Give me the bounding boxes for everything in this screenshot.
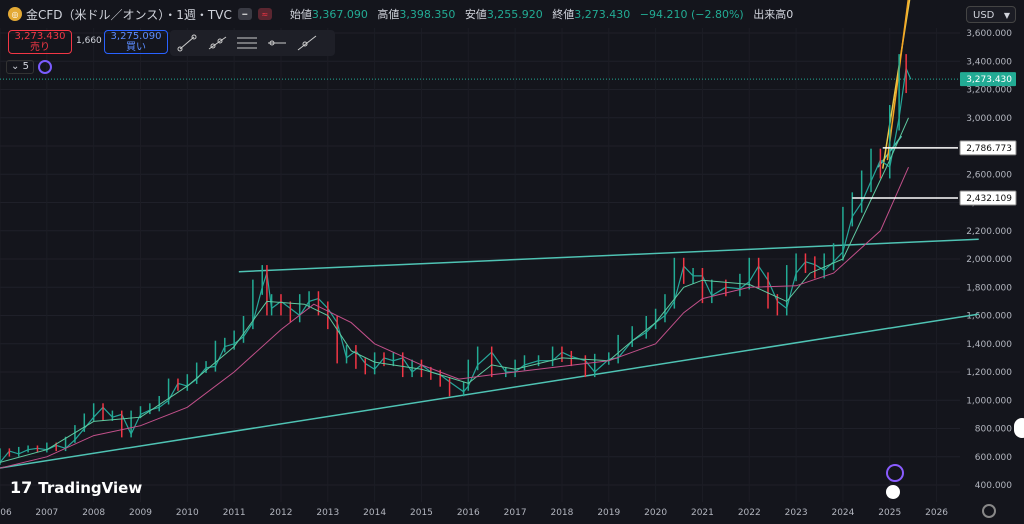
level-label: 2,786.773 [966,144,1012,154]
ray-tool-icon[interactable] [204,33,230,53]
buy-button[interactable]: 3,275.090 買い [104,30,168,54]
scroll-handle[interactable] [1014,418,1024,438]
flag-icon[interactable] [886,485,900,499]
last-price-box [960,72,1016,87]
x-tick-label: 2011 [223,508,246,518]
trendline [0,313,979,469]
x-tick-label: 2020 [644,508,667,518]
y-tick-label: 3,200.000 [966,86,1012,96]
level-label-box [959,140,1017,156]
y-tick-label: 1,200.000 [966,368,1012,378]
y-tick-label: 1,800.000 [966,283,1012,293]
x-tick-label: 2010 [176,508,199,518]
x-tick-label: 2025 [878,508,901,518]
indicator-settings-icon[interactable] [38,60,52,74]
y-tick-label: 1,000.000 [966,396,1012,406]
trendline [238,238,979,273]
parallel-channel-tool-icon[interactable] [234,33,260,53]
extended-line-tool-icon[interactable] [294,33,320,53]
y-tick-label: 3,000.000 [966,114,1012,124]
series-line-ma_slow [0,166,909,469]
series-line-price [0,66,912,463]
y-axis: 3,600.0003,400.0003,200.0003,000.0002,80… [966,29,1012,491]
x-tick-label: 06 [0,508,12,518]
sell-button[interactable]: 3,273.430 売り [8,30,72,54]
symbol-title[interactable]: 金CFD（米ドル／オンス）・1週・TVC [26,7,232,22]
volume-value: 出来高0 [753,8,794,21]
brand-name: TradingView [38,478,143,497]
close-value: 3,273.430 [574,8,631,21]
ohlc-readout: 始値3,367.090 高値3,398.350 安値3,255.920 終値3,… [290,6,793,22]
trendline-tool-icon[interactable] [174,33,200,53]
open-label: 始値 [289,8,312,21]
low-value: 3,255.920 [486,8,543,21]
x-tick-label: 2021 [691,508,714,518]
close-label: 終値 [552,8,575,21]
y-tick-label: 2,000.000 [966,255,1012,265]
currency-select[interactable]: USD ▼ [966,6,1016,23]
drawing-toolbar [170,30,335,56]
x-tick-label: 2023 [785,508,808,518]
y-tick-label: 600.000 [975,453,1012,463]
horizontal-levels: 2,786.773 2,432.109 3,273.430 [852,72,1017,206]
x-tick-label: 2007 [35,508,58,518]
series-line-ma_fast [0,117,909,463]
y-tick-label: 2,600.000 [966,170,1012,180]
indicator-toggle[interactable]: ⌄ 5 [6,60,34,74]
closed-status-icon[interactable]: ≈ [257,8,272,20]
horizontal-line-tool-icon[interactable] [264,33,290,53]
change-value: −94.210 (−2.80%) [639,8,744,21]
open-value: 3,367.090 [311,8,368,21]
gear-icon[interactable] [982,504,996,518]
buy-price: 3,275.090 [110,31,162,42]
x-tick-label: 2012 [270,508,293,518]
series-lines [0,54,912,469]
x-tick-label: 2014 [363,508,386,518]
high-label: 高値 [377,8,400,21]
y-tick-label: 3,600.000 [966,29,1012,39]
sell-price: 3,273.430 [14,31,66,42]
indicator-count: 5 [22,61,29,72]
tv-mark-icon: 17 [10,478,33,497]
y-tick-label: 2,200.000 [966,227,1012,237]
symbol-header: ◎ 金CFD（米ドル／オンス）・1週・TVC ━ ≈ 始値3,367.090 高… [0,0,1024,28]
level-label-box [959,190,1017,206]
x-tick-label: 2019 [597,508,620,518]
sell-label: 売り [30,42,50,53]
y-tick-label: 800.000 [975,425,1012,435]
level-label: 2,432.109 [966,194,1012,204]
buy-label: 買い [126,42,146,53]
y-tick-label: 400.000 [975,481,1012,491]
high-value: 3,398.350 [399,8,456,21]
x-tick-label: 2016 [457,508,480,518]
x-tick-label: 2015 [410,508,433,518]
steep-trendline [886,0,909,161]
y-tick-label: 3,400.000 [966,57,1012,67]
tradingview-logo: 17 TradingView [10,478,142,497]
last-price-label: 3,273.430 [966,75,1012,85]
x-tick-label: 2013 [316,508,339,518]
x-tick-label: 2009 [129,508,152,518]
low-label: 安値 [464,8,487,21]
x-tick-label: 2017 [504,508,527,518]
alert-icon[interactable] [886,464,904,482]
y-tick-label: 1,400.000 [966,340,1012,350]
x-tick-label: 2008 [82,508,105,518]
x-tick-label: 2018 [550,508,573,518]
market-status-icon[interactable]: ━ [237,8,252,20]
gold-symbol-icon: ◎ [8,7,22,21]
trendlines [0,0,979,469]
y-tick-label: 1,600.000 [966,312,1012,322]
x-tick-label: 2022 [738,508,761,518]
x-tick-label: 2026 [925,508,948,518]
chevron-down-icon: ▼ [1003,11,1010,20]
spread-value: 1,660 [76,36,102,46]
x-axis: 06 2007 2008 2009 2010 2011 2012 2013 2014 2015 20… [0,508,948,518]
currency-value: USD [973,10,995,21]
x-tick-label: 2024 [831,508,854,518]
